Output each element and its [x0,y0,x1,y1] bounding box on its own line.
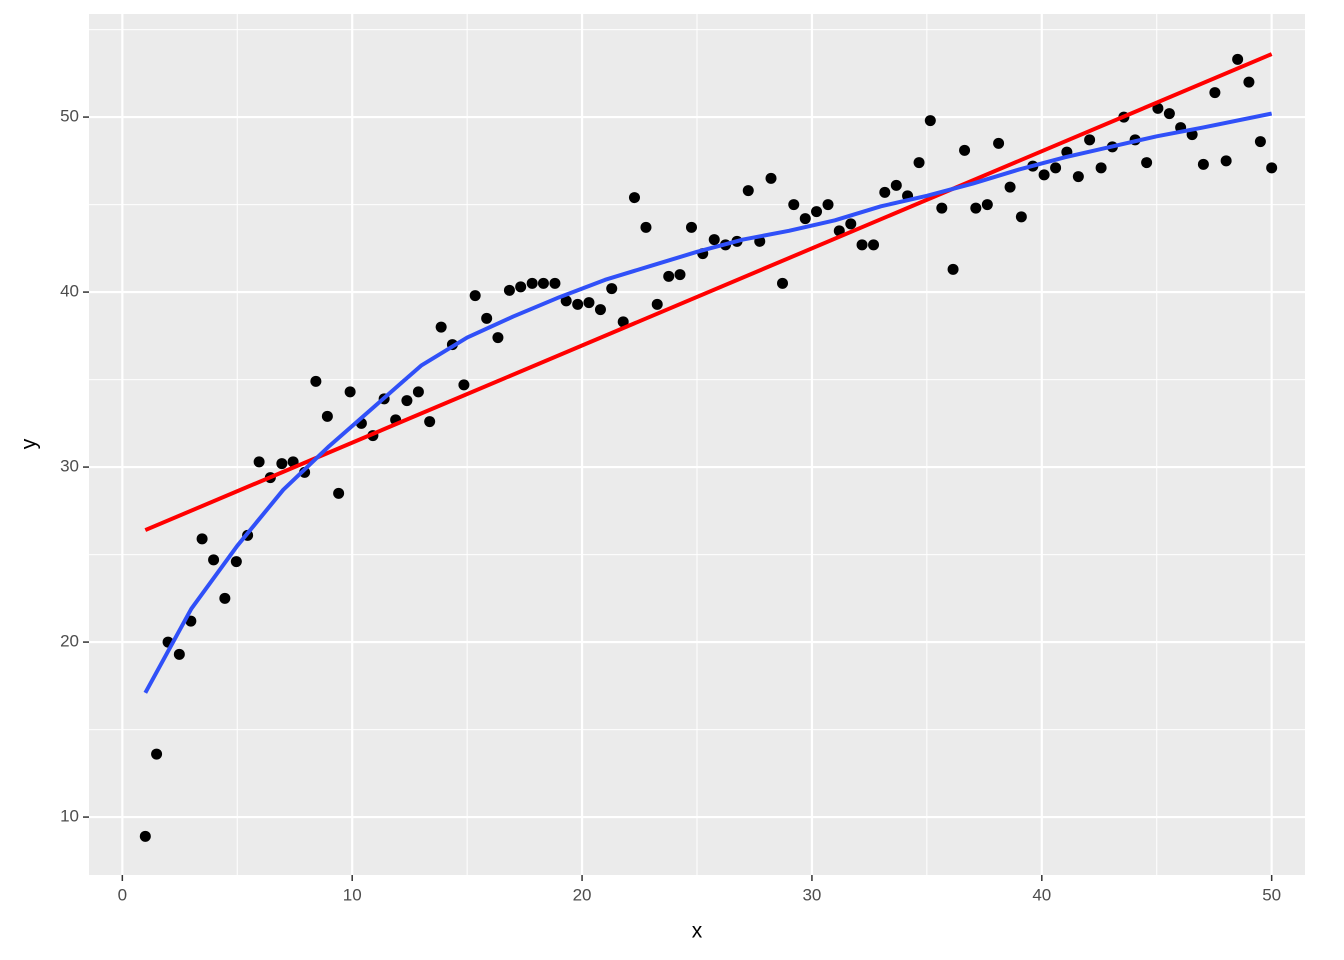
point [515,281,527,293]
point [1243,76,1255,88]
point [799,213,811,225]
point [196,533,208,545]
x-tick-label: 0 [118,885,127,904]
point [139,830,151,842]
point [1220,155,1232,167]
point [1152,102,1164,114]
y-tick-label: 30 [60,457,79,476]
point [606,283,618,295]
point [947,263,959,275]
point [959,144,971,156]
point [1163,108,1175,120]
point [230,556,242,568]
point [856,239,868,251]
point [742,185,754,197]
fit-line [144,52,1273,532]
point [674,269,686,281]
point [537,277,549,289]
point [321,410,333,422]
point [708,234,720,246]
point [1232,53,1244,65]
point [970,202,982,214]
y-tick-label: 50 [60,107,79,126]
y-axis-title: y [18,438,41,449]
point [458,379,470,391]
point [492,332,504,344]
point [1038,169,1050,181]
point [788,199,800,211]
point [1050,162,1062,174]
fit-line [143,111,1273,694]
point [310,375,322,387]
point [526,277,538,289]
point [617,316,629,328]
point [822,199,834,211]
x-tick-label: 50 [1262,885,1281,904]
point [208,554,220,566]
point [1095,162,1107,174]
point [993,137,1005,149]
point [424,416,436,428]
x-tick-label: 10 [343,885,362,904]
point [811,206,823,218]
point [151,748,163,760]
point [1004,181,1016,193]
point [401,395,413,407]
point [173,648,185,660]
point [1141,157,1153,169]
point [936,202,948,214]
point [583,297,595,309]
x-tick-label: 40 [1032,885,1051,904]
point [1197,158,1209,170]
point [651,298,663,310]
point [253,456,265,468]
point [412,386,424,398]
point [344,386,356,398]
point [503,284,515,296]
x-tick-label: 30 [802,885,821,904]
point [1209,87,1221,99]
grid [89,14,1305,875]
point [1254,136,1266,148]
point [777,277,789,289]
x-axis-title: x [692,920,703,943]
point [663,270,675,282]
point [913,157,925,169]
point [879,186,891,198]
point [219,592,231,604]
point [845,218,857,230]
point [560,295,572,307]
y-tick-label: 10 [60,807,79,826]
point [333,487,345,499]
point [868,239,880,251]
point [572,298,584,310]
point [1072,171,1084,183]
point [1266,162,1278,174]
point [1015,211,1027,223]
point [628,192,640,204]
y-tick-label: 20 [60,632,79,651]
point [469,290,481,302]
point [924,115,936,127]
y-tick-label: 40 [60,282,79,301]
point [765,172,777,184]
point [981,199,993,211]
point [276,458,288,470]
point [640,221,652,233]
x-tick-label: 20 [573,885,592,904]
point [549,277,561,289]
point [890,179,902,191]
point [481,312,493,324]
marks [139,52,1278,842]
point [594,304,606,316]
point [685,221,697,233]
point [435,321,447,333]
point [1084,134,1096,146]
